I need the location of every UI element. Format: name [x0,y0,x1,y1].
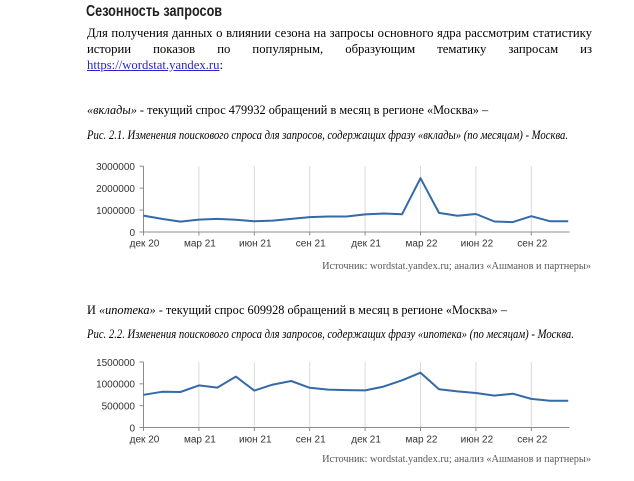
svg-text:сен 22: сен 22 [517,435,547,446]
svg-text:дек 21: дек 21 [351,239,381,250]
svg-text:сен 22: сен 22 [517,239,547,250]
svg-text:1000000: 1000000 [96,380,135,391]
svg-text:июн 21: июн 21 [239,239,272,250]
svg-text:дек 20: дек 20 [130,435,160,446]
svg-text:июн 22: июн 22 [461,435,494,446]
svg-text:3000000: 3000000 [96,162,135,173]
svg-text:мар 21: мар 21 [184,239,216,250]
svg-text:сен 21: сен 21 [296,435,326,446]
svg-text:дек 20: дек 20 [130,239,160,250]
svg-text:0: 0 [129,228,135,239]
svg-text:дек 21: дек 21 [351,435,381,446]
svg-text:2000000: 2000000 [96,184,135,195]
svg-text:июн 21: июн 21 [239,435,272,446]
svg-text:1500000: 1500000 [96,358,135,369]
svg-text:0: 0 [129,423,135,434]
svg-text:сен 21: сен 21 [296,239,326,250]
svg-text:мар 22: мар 22 [406,239,438,250]
svg-text:июн 22: июн 22 [461,239,494,250]
svg-text:мар 22: мар 22 [406,435,438,446]
svg-text:500000: 500000 [102,402,136,413]
svg-text:мар 21: мар 21 [184,435,216,446]
svg-text:1000000: 1000000 [96,206,135,217]
